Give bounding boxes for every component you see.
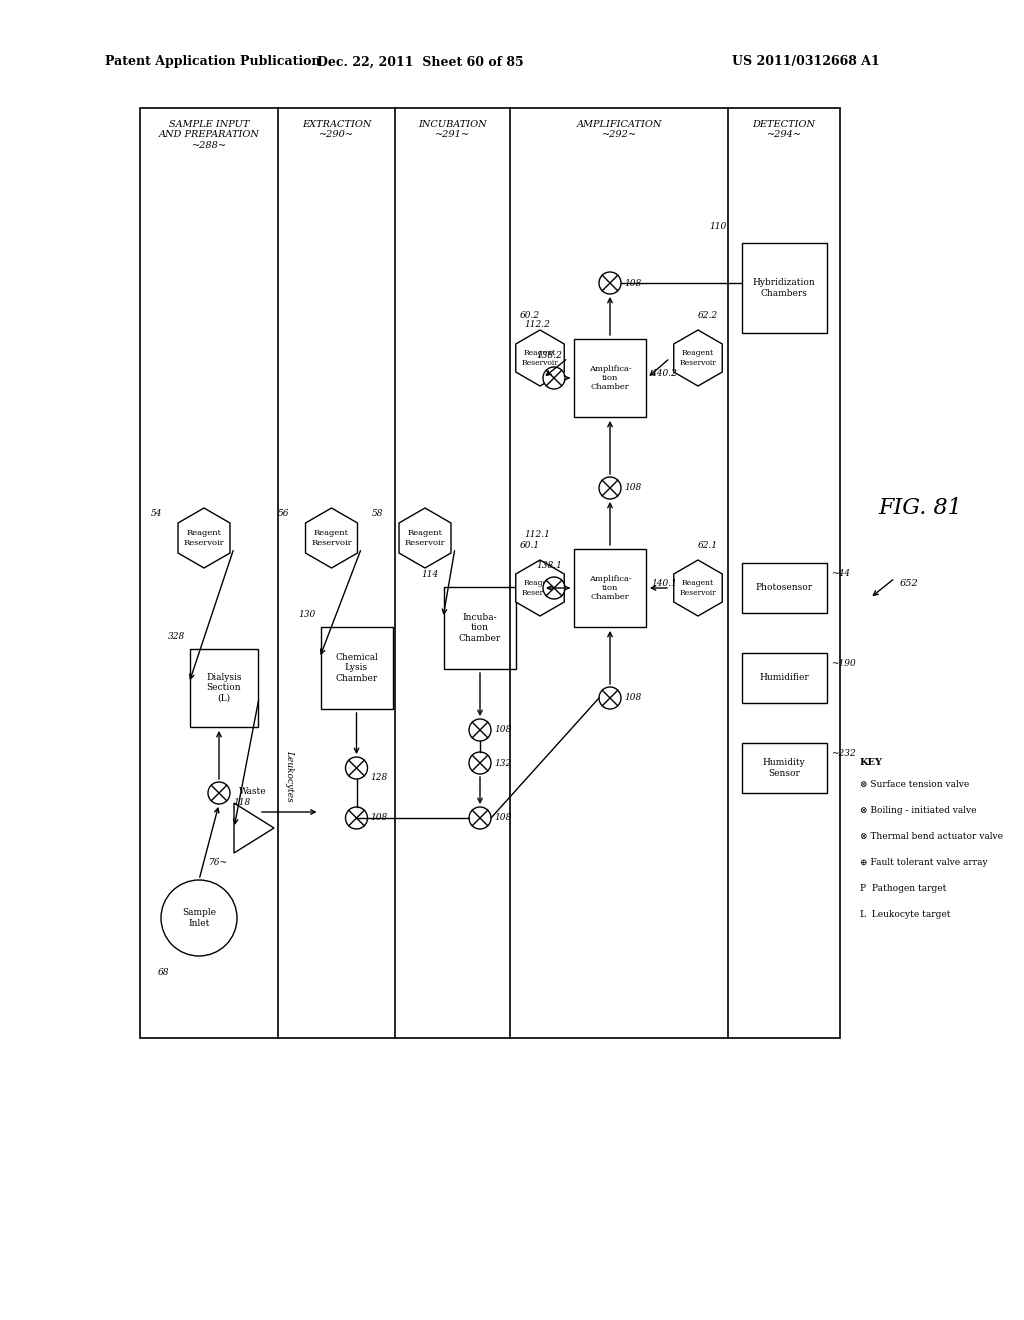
Text: Photosensor: Photosensor (756, 583, 813, 593)
Circle shape (599, 272, 621, 294)
Polygon shape (305, 508, 357, 568)
Text: 108: 108 (371, 813, 388, 822)
Text: Reagent
Reservoir: Reagent Reservoir (311, 529, 352, 546)
Circle shape (543, 577, 565, 599)
Bar (321, 627, 392, 709)
Text: 114: 114 (422, 570, 439, 579)
Text: 54: 54 (151, 510, 162, 517)
Text: 118: 118 (233, 799, 250, 807)
Text: KEY: KEY (860, 758, 883, 767)
Polygon shape (399, 508, 451, 568)
Circle shape (469, 752, 490, 774)
Text: US 2011/0312668 A1: US 2011/0312668 A1 (732, 55, 880, 69)
Text: Reagent
Reservoir: Reagent Reservoir (521, 350, 558, 367)
Bar (190, 649, 258, 727)
Text: 108: 108 (624, 693, 641, 702)
Bar (741, 743, 826, 793)
Text: 108: 108 (624, 483, 641, 492)
Text: 112.2: 112.2 (524, 319, 550, 329)
Text: Waste: Waste (239, 787, 266, 796)
Text: ~190: ~190 (831, 659, 856, 668)
Polygon shape (234, 803, 274, 853)
Bar (741, 653, 826, 704)
Text: 68: 68 (158, 968, 169, 977)
Text: FIG. 81: FIG. 81 (879, 498, 962, 519)
Text: 108: 108 (494, 813, 511, 822)
Polygon shape (516, 560, 564, 616)
Text: Humidifier: Humidifier (759, 673, 809, 682)
Text: AMPLIFICATION
~292~: AMPLIFICATION ~292~ (577, 120, 662, 140)
Text: Reagent
Reservoir: Reagent Reservoir (680, 579, 717, 597)
Text: Dialysis
Section
(L): Dialysis Section (L) (206, 673, 242, 702)
Bar (444, 587, 516, 669)
Text: INCUBATION
~291~: INCUBATION ~291~ (418, 120, 486, 140)
Circle shape (599, 477, 621, 499)
Text: ⊗ Surface tension valve: ⊗ Surface tension valve (860, 780, 970, 789)
Text: Reagent
Reservoir: Reagent Reservoir (680, 350, 717, 367)
Bar (574, 549, 646, 627)
Bar (741, 243, 826, 333)
Polygon shape (674, 560, 722, 616)
Text: 652: 652 (900, 578, 919, 587)
Text: 128: 128 (371, 774, 388, 781)
Text: 140.1: 140.1 (651, 578, 677, 587)
Text: 76~: 76~ (209, 858, 228, 867)
Text: Hybridization
Chambers: Hybridization Chambers (753, 279, 815, 298)
Text: 138.1: 138.1 (536, 561, 562, 570)
Text: ⊗ Thermal bend actuator valve: ⊗ Thermal bend actuator valve (860, 832, 1002, 841)
Text: Sample
Inlet: Sample Inlet (182, 908, 216, 928)
Text: ⊗ Boiling - initiated valve: ⊗ Boiling - initiated valve (860, 807, 977, 814)
Text: ~232: ~232 (831, 748, 856, 758)
Text: 62.2: 62.2 (698, 312, 718, 319)
Text: 140.2: 140.2 (651, 368, 677, 378)
Text: Patent Application Publication: Patent Application Publication (105, 55, 321, 69)
Text: ~44: ~44 (831, 569, 851, 578)
Circle shape (161, 880, 237, 956)
Circle shape (208, 781, 230, 804)
Text: 60.2: 60.2 (520, 312, 540, 319)
Circle shape (469, 807, 490, 829)
Polygon shape (674, 330, 722, 385)
Text: Reagent
Reservoir: Reagent Reservoir (404, 529, 445, 546)
Text: Amplifica-
tion
Chamber: Amplifica- tion Chamber (589, 574, 632, 601)
Polygon shape (178, 508, 230, 568)
Text: DETECTION
~294~: DETECTION ~294~ (753, 120, 815, 140)
Circle shape (599, 686, 621, 709)
Circle shape (543, 367, 565, 389)
Text: 58: 58 (372, 510, 383, 517)
Text: 328: 328 (168, 632, 185, 642)
Text: Reagent
Reservoir: Reagent Reservoir (183, 529, 224, 546)
Text: 108: 108 (494, 726, 511, 734)
Text: 138.2: 138.2 (536, 351, 562, 360)
Text: Incuba-
tion
Chamber: Incuba- tion Chamber (459, 612, 501, 643)
Text: SAMPLE INPUT
AND PREPARATION
~288~: SAMPLE INPUT AND PREPARATION ~288~ (159, 120, 259, 149)
Text: 110: 110 (710, 222, 726, 231)
Text: Humidity
Sensor: Humidity Sensor (763, 758, 805, 777)
Text: 132: 132 (494, 759, 511, 767)
Text: Dec. 22, 2011  Sheet 60 of 85: Dec. 22, 2011 Sheet 60 of 85 (316, 55, 523, 69)
Bar (140, 108, 840, 1038)
Text: 108: 108 (624, 279, 641, 288)
Polygon shape (516, 330, 564, 385)
Text: L  Leukocyte target: L Leukocyte target (860, 909, 950, 919)
Circle shape (345, 756, 368, 779)
Text: P  Pathogen target: P Pathogen target (860, 884, 946, 894)
Text: Leukocytes: Leukocytes (285, 750, 294, 803)
Text: 130: 130 (298, 610, 315, 619)
Text: EXTRACTION
~290~: EXTRACTION ~290~ (302, 120, 371, 140)
Text: 56: 56 (278, 510, 290, 517)
Text: 60.1: 60.1 (520, 541, 540, 550)
Text: Reagent
Reservoir: Reagent Reservoir (521, 579, 558, 597)
Circle shape (469, 719, 490, 741)
Text: Chemical
Lysis
Chamber: Chemical Lysis Chamber (335, 653, 378, 682)
Text: Amplifica-
tion
Chamber: Amplifica- tion Chamber (589, 364, 632, 391)
Bar (741, 564, 826, 612)
Bar (574, 339, 646, 417)
Text: 112.1: 112.1 (524, 531, 550, 539)
Circle shape (345, 807, 368, 829)
Text: 62.1: 62.1 (698, 541, 718, 550)
Text: ⊕ Fault tolerant valve array: ⊕ Fault tolerant valve array (860, 858, 987, 867)
